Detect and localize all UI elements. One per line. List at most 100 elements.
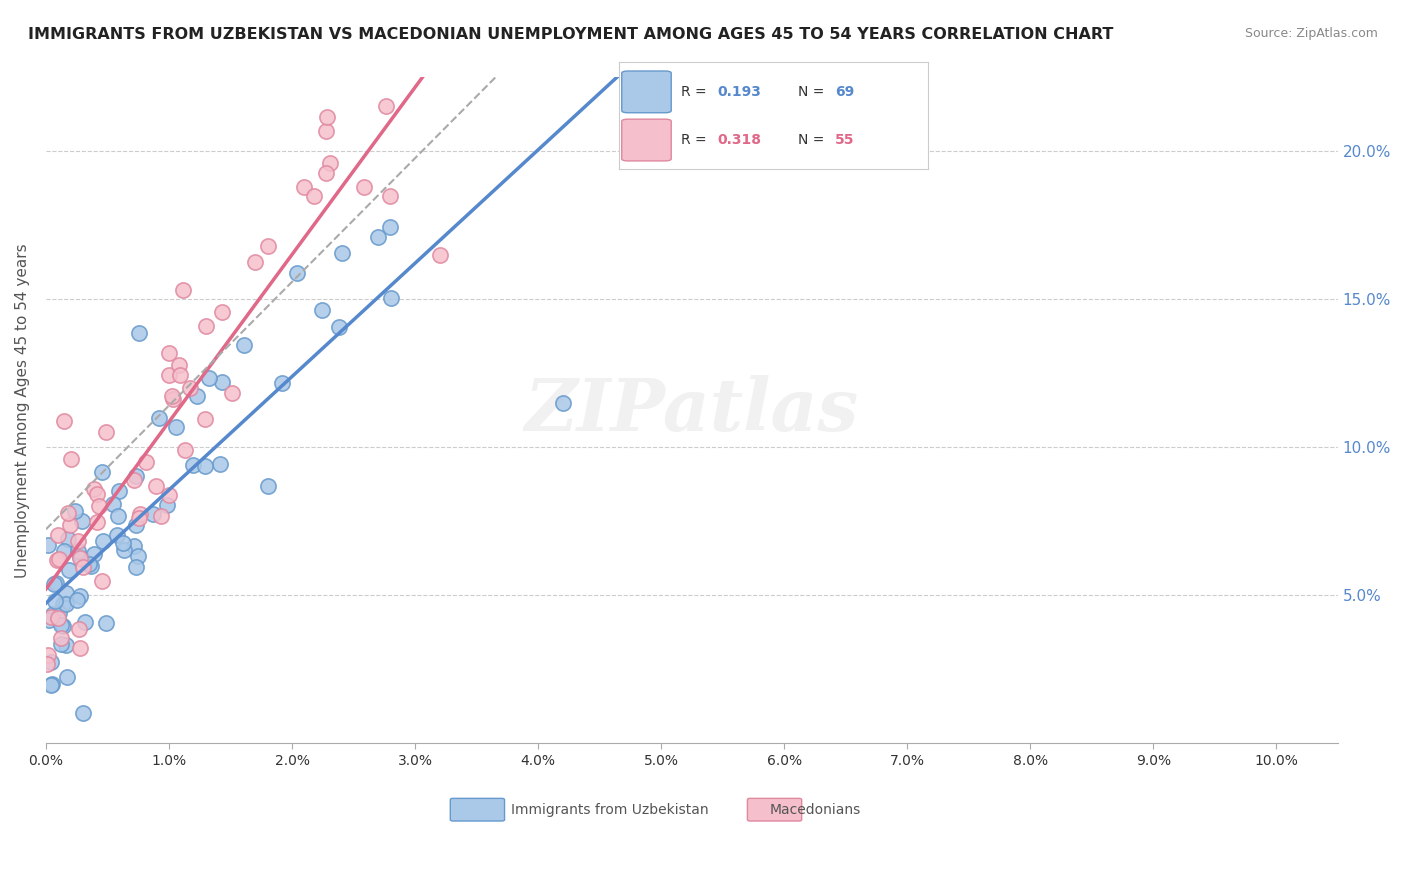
Point bbox=[65, 504, 87, 518]
Point bbox=[157, 368, 180, 383]
Point bbox=[124, 559, 146, 574]
Point bbox=[46, 528, 69, 542]
Point bbox=[86, 515, 108, 529]
Point bbox=[37, 657, 59, 671]
Point bbox=[39, 609, 62, 624]
Point bbox=[221, 385, 243, 400]
Point bbox=[41, 677, 63, 691]
Point bbox=[179, 381, 201, 395]
Point bbox=[367, 230, 389, 244]
Point bbox=[374, 99, 396, 113]
Point bbox=[87, 500, 110, 514]
FancyBboxPatch shape bbox=[450, 798, 505, 821]
Point bbox=[49, 631, 72, 645]
FancyBboxPatch shape bbox=[748, 798, 801, 821]
Point bbox=[111, 536, 134, 550]
Point bbox=[285, 266, 308, 280]
Point bbox=[41, 607, 63, 622]
Point bbox=[67, 623, 90, 637]
Text: 69: 69 bbox=[835, 86, 855, 99]
Point bbox=[148, 411, 170, 425]
Point bbox=[56, 506, 79, 520]
Point bbox=[128, 511, 150, 525]
Point bbox=[73, 615, 96, 630]
Point bbox=[72, 560, 94, 574]
Point bbox=[174, 442, 197, 457]
Point bbox=[38, 613, 60, 627]
Point bbox=[315, 166, 337, 180]
Point bbox=[156, 498, 179, 512]
Point bbox=[149, 509, 172, 524]
Point bbox=[83, 482, 105, 496]
Text: R =: R = bbox=[681, 86, 710, 99]
Text: Immigrants from Uzbekistan: Immigrants from Uzbekistan bbox=[510, 803, 709, 817]
Point bbox=[48, 552, 70, 566]
Point bbox=[304, 189, 326, 203]
Point bbox=[66, 534, 89, 549]
Point bbox=[167, 358, 190, 372]
Point bbox=[257, 239, 280, 253]
Point bbox=[37, 648, 59, 662]
Point bbox=[319, 156, 342, 170]
Point bbox=[186, 389, 208, 403]
Point bbox=[79, 558, 101, 572]
Point bbox=[159, 345, 181, 359]
Point bbox=[311, 303, 333, 318]
Point bbox=[429, 248, 451, 262]
Point bbox=[70, 514, 93, 528]
Point bbox=[49, 618, 72, 632]
Point bbox=[194, 458, 217, 473]
Point bbox=[315, 124, 337, 138]
Point bbox=[37, 538, 59, 552]
Point bbox=[52, 597, 75, 611]
Point bbox=[124, 539, 146, 553]
Point bbox=[122, 473, 145, 487]
Point bbox=[256, 479, 278, 493]
Point bbox=[127, 549, 149, 563]
Point bbox=[91, 534, 114, 549]
Point bbox=[103, 497, 125, 511]
Point bbox=[53, 414, 76, 428]
Point bbox=[66, 593, 89, 607]
Text: N =: N = bbox=[799, 133, 828, 146]
Point bbox=[72, 706, 94, 720]
Point bbox=[145, 479, 167, 493]
Point bbox=[69, 589, 91, 603]
Point bbox=[135, 455, 157, 469]
Point bbox=[128, 326, 150, 340]
Point bbox=[232, 337, 254, 351]
Point bbox=[46, 611, 69, 625]
Point bbox=[55, 586, 77, 600]
Point bbox=[197, 371, 219, 385]
Point bbox=[45, 553, 67, 567]
Point bbox=[90, 465, 112, 479]
Point bbox=[353, 179, 375, 194]
Text: Source: ZipAtlas.com: Source: ZipAtlas.com bbox=[1244, 27, 1378, 40]
Point bbox=[94, 425, 117, 439]
Point bbox=[86, 487, 108, 501]
Point bbox=[328, 320, 350, 334]
Point bbox=[211, 305, 233, 319]
Point bbox=[162, 392, 184, 406]
Text: IMMIGRANTS FROM UZBEKISTAN VS MACEDONIAN UNEMPLOYMENT AMONG AGES 45 TO 54 YEARS : IMMIGRANTS FROM UZBEKISTAN VS MACEDONIAN… bbox=[28, 27, 1114, 42]
Point bbox=[58, 518, 80, 533]
Point bbox=[112, 542, 135, 557]
Point bbox=[70, 552, 93, 566]
Point bbox=[129, 507, 152, 521]
Point bbox=[56, 532, 79, 546]
Point bbox=[45, 575, 67, 590]
FancyBboxPatch shape bbox=[621, 71, 671, 112]
Point bbox=[52, 619, 75, 633]
Point bbox=[80, 559, 103, 574]
Point bbox=[551, 396, 574, 410]
Point bbox=[49, 636, 72, 650]
Text: 55: 55 bbox=[835, 133, 855, 146]
Point bbox=[380, 188, 402, 202]
Point bbox=[169, 368, 191, 382]
Point bbox=[83, 547, 105, 561]
Text: Macedonians: Macedonians bbox=[769, 803, 860, 817]
Point bbox=[316, 110, 339, 124]
Point bbox=[69, 549, 91, 564]
Text: ZIPatlas: ZIPatlas bbox=[524, 375, 859, 446]
Point bbox=[39, 656, 62, 670]
